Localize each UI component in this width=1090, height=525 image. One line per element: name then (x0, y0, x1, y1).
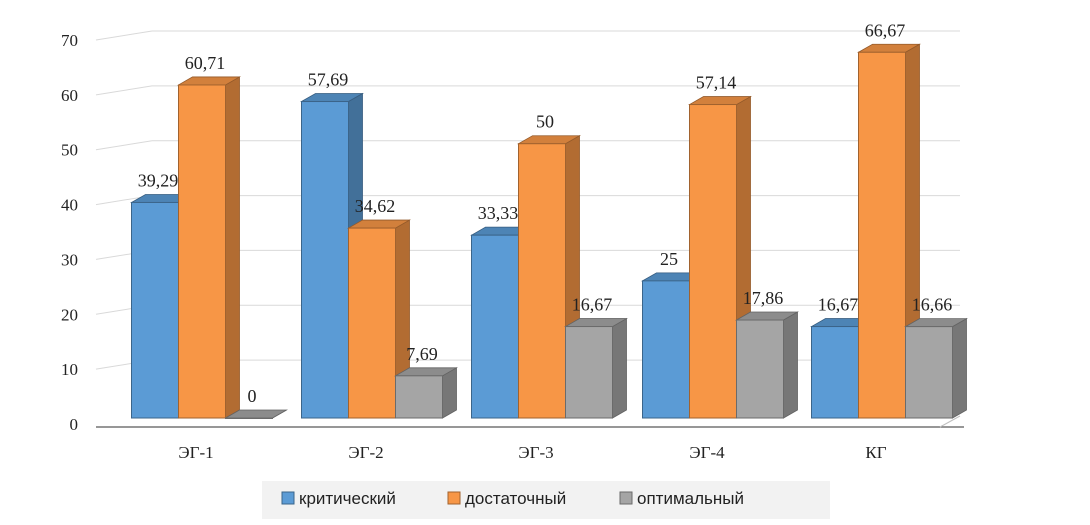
bar (856, 43, 922, 419)
bar (563, 317, 629, 419)
floor-edge (939, 415, 961, 428)
gridline-diag (95, 85, 153, 96)
data-label: 34,62 (355, 196, 396, 216)
data-label: 16,67 (572, 295, 613, 315)
data-label: 16,67 (818, 295, 859, 315)
bar (516, 135, 582, 419)
x-tick-label: КГ (865, 443, 886, 462)
data-label: 7,69 (406, 344, 438, 364)
axes: 0 10 20 30 40 50 60 70 ЭГ-1 ЭГ-2 ЭГ-3 ЭГ-4 КГ (61, 31, 964, 462)
y-tick-label: 70 (61, 31, 78, 50)
legend-label: критический (299, 489, 396, 508)
data-label: 57,69 (308, 70, 349, 90)
bar (903, 317, 969, 419)
y-tick-label: 10 (61, 360, 78, 379)
gridline-diag (95, 30, 153, 41)
legend-label: оптимальный (637, 489, 744, 508)
gridline-diag (95, 140, 153, 151)
data-labels-group: 39,29 60,71 0 57,69 34,62 7,69 33,33 50 16,67 25 5… (138, 20, 953, 406)
x-tick-label: ЭГ-1 (178, 443, 213, 462)
bar (734, 311, 800, 419)
x-tick-label: ЭГ-2 (348, 443, 383, 462)
legend: критический достаточный оптимальный (262, 481, 830, 519)
legend-box (262, 481, 830, 519)
y-tick-label: 30 (61, 250, 78, 269)
legend-swatch (447, 491, 461, 505)
data-label: 33,33 (478, 203, 519, 223)
y-tick-label: 50 (61, 141, 78, 160)
bars-group (129, 43, 969, 419)
y-tick-label: 40 (61, 196, 78, 215)
legend-swatch (619, 491, 633, 505)
data-label: 0 (248, 386, 257, 406)
legend-label: достаточный (465, 489, 566, 508)
y-tick-label: 20 (61, 305, 78, 324)
data-label: 25 (660, 249, 678, 269)
bar (223, 409, 289, 419)
data-label: 57,14 (696, 73, 737, 93)
x-tick-label: ЭГ-4 (689, 443, 725, 462)
data-label: 60,71 (185, 53, 226, 73)
legend-swatch (281, 491, 295, 505)
data-label: 66,67 (865, 20, 906, 40)
data-label: 16,66 (912, 295, 953, 315)
data-label: 39,29 (138, 170, 179, 190)
bar (176, 76, 242, 419)
x-tick-label: ЭГ-3 (518, 443, 553, 462)
data-label: 17,86 (743, 288, 784, 308)
bar (346, 219, 412, 419)
y-tick-label: 0 (70, 415, 79, 434)
bar (393, 367, 459, 419)
data-label: 50 (536, 112, 554, 132)
y-tick-label: 60 (61, 86, 78, 105)
